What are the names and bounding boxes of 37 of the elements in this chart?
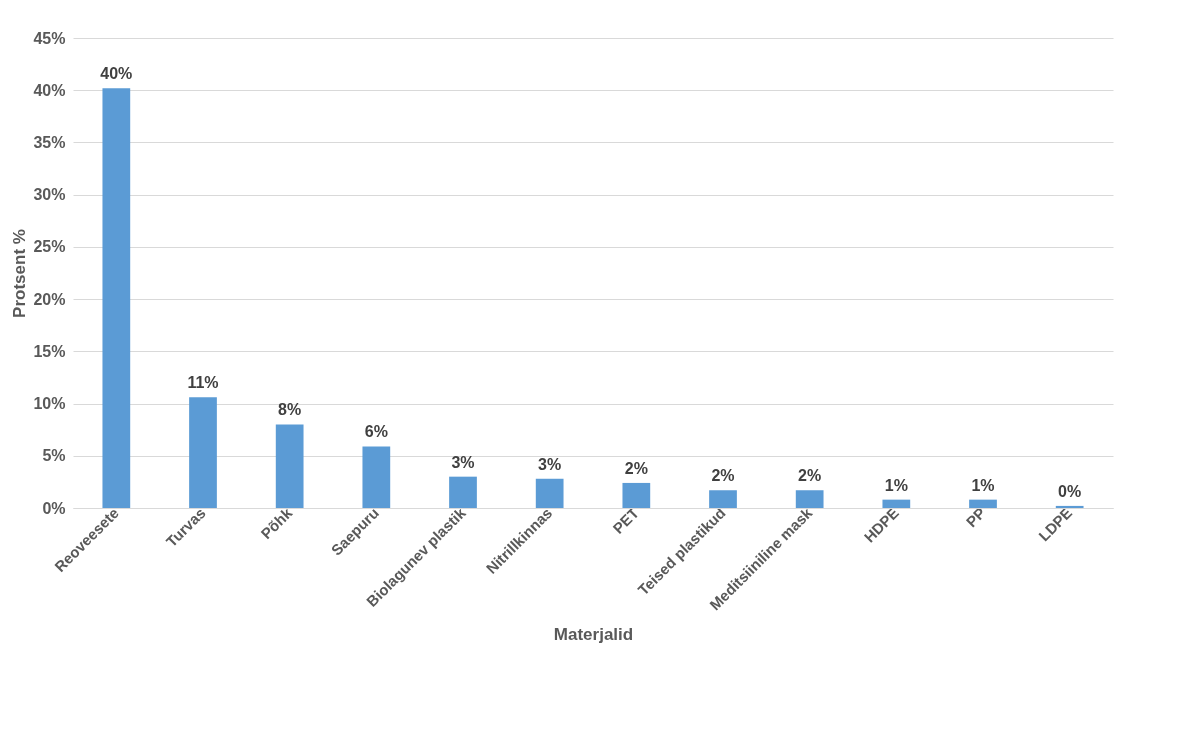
- y-tick-label: 35%: [33, 133, 66, 151]
- data-label: 3%: [451, 453, 475, 471]
- bar: [189, 397, 217, 508]
- bar: [795, 490, 824, 508]
- data-label: 2%: [711, 467, 735, 485]
- y-tick-label: 45%: [33, 29, 66, 47]
- x-axis-title: Materjalid: [553, 625, 634, 645]
- data-label: 2%: [624, 459, 648, 477]
- bar: [449, 476, 477, 508]
- data-label: 2%: [798, 467, 822, 485]
- data-label: 11%: [187, 374, 219, 392]
- data-label: 0%: [1058, 482, 1082, 500]
- y-tick-label: 20%: [33, 290, 66, 308]
- bar: [969, 499, 997, 508]
- y-tick-label: 40%: [33, 81, 66, 99]
- y-tick-label: 15%: [33, 342, 66, 360]
- bar: [535, 478, 564, 508]
- x-tick-label: PP: [962, 504, 989, 531]
- y-axis-title: Protsent %: [10, 229, 30, 318]
- bar: [275, 424, 304, 508]
- bar: [709, 490, 737, 508]
- y-tick-label: 10%: [33, 395, 66, 413]
- y-tick-label: 30%: [33, 186, 66, 204]
- y-tick-label: 25%: [33, 238, 66, 256]
- data-label: 6%: [364, 423, 388, 441]
- y-tick-label: 5%: [42, 447, 66, 465]
- bar: [102, 88, 131, 508]
- data-label: 1%: [971, 476, 995, 494]
- data-label: 3%: [538, 455, 562, 473]
- bar: [362, 446, 391, 508]
- data-label: 40%: [100, 65, 133, 83]
- data-label: 8%: [278, 401, 302, 419]
- bar: [1055, 505, 1084, 508]
- x-tick-label: PET: [609, 504, 642, 537]
- bar: [622, 482, 651, 508]
- bar: [882, 499, 911, 508]
- data-label: 1%: [884, 476, 908, 494]
